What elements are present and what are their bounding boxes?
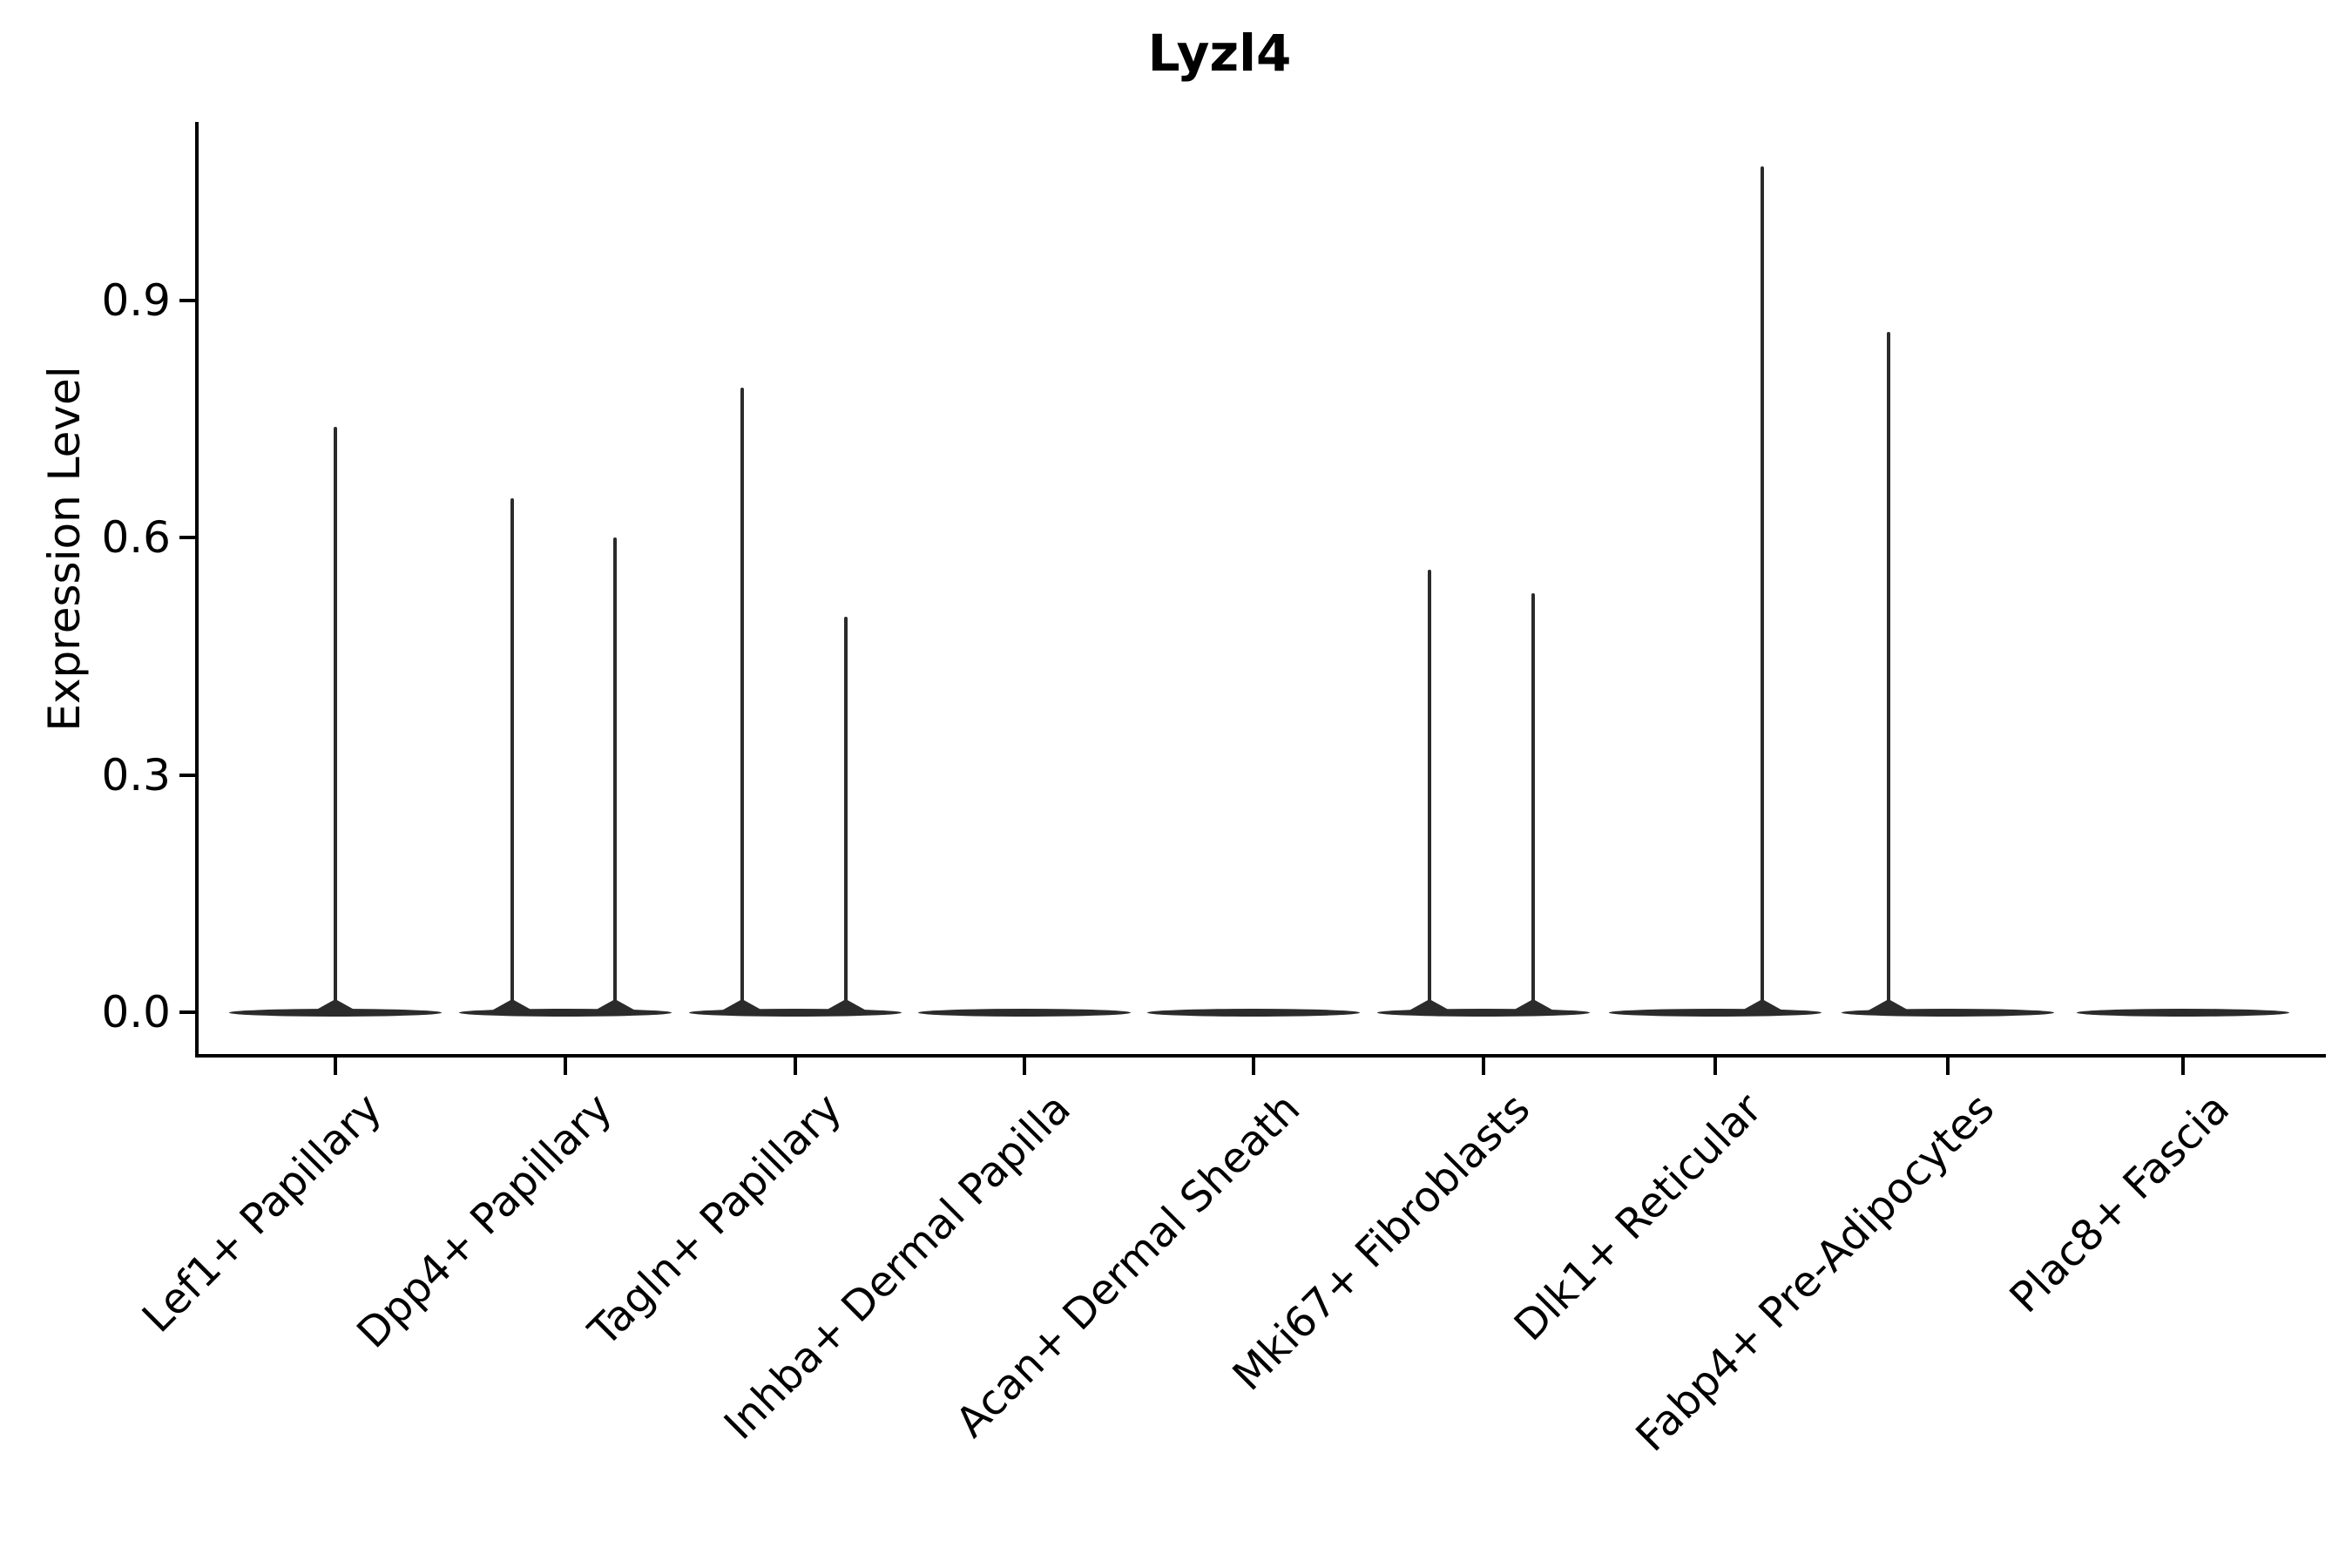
violin-spike	[1887, 332, 1890, 1012]
violin-baseline	[1842, 1008, 2054, 1017]
y-tick-mark	[179, 298, 197, 302]
violin-spike	[613, 537, 617, 1012]
violin-baseline	[2077, 1008, 2289, 1017]
violin-baseline	[918, 1008, 1131, 1017]
violin-baseline	[459, 1008, 672, 1017]
x-tick-mark	[794, 1056, 797, 1075]
x-tick-mark	[1713, 1056, 1717, 1075]
y-tick-label: 0.9	[101, 274, 171, 326]
violin-baseline	[1147, 1008, 1360, 1017]
violin-spike	[334, 427, 337, 1012]
x-tick-mark	[2181, 1056, 2185, 1075]
y-tick-label: 0.0	[101, 987, 171, 1037]
violin-baseline	[689, 1008, 902, 1017]
x-tick-mark	[1023, 1056, 1026, 1075]
violin-spike	[1428, 569, 1431, 1012]
y-tick-mark	[179, 1010, 197, 1014]
x-tick-mark	[1252, 1056, 1255, 1075]
y-tick-label: 0.3	[101, 749, 171, 801]
y-axis-line	[195, 122, 199, 1058]
y-tick-label: 0.6	[101, 512, 171, 564]
x-tick-mark	[1946, 1056, 1950, 1075]
violin-baseline	[1377, 1008, 1590, 1017]
x-tick-label: Plac8+ Fascia	[2000, 1084, 2240, 1323]
violin-spike	[510, 497, 514, 1012]
violin-spike	[1531, 592, 1535, 1012]
violin-spike	[1761, 166, 1764, 1012]
y-tick-mark	[179, 773, 197, 777]
x-tick-label: Lef1+ Papillary	[133, 1084, 392, 1342]
chart-title: Lyzl4	[1147, 24, 1292, 83]
violin-baseline	[229, 1008, 442, 1017]
y-tick-mark	[179, 536, 197, 540]
violin-spike	[740, 387, 744, 1012]
x-tick-mark	[1482, 1056, 1485, 1075]
x-tick-mark	[334, 1056, 337, 1075]
x-tick-label: Dlk1+ Reticular	[1504, 1084, 1772, 1351]
x-axis-line	[195, 1054, 2326, 1058]
x-tick-mark	[564, 1056, 567, 1075]
violin-spike	[844, 617, 848, 1012]
x-tick-label: Dpp4+ Papillary	[348, 1084, 622, 1358]
violin-baseline	[1609, 1008, 1821, 1017]
x-tick-label: Tagln+ Papillary	[579, 1084, 852, 1356]
